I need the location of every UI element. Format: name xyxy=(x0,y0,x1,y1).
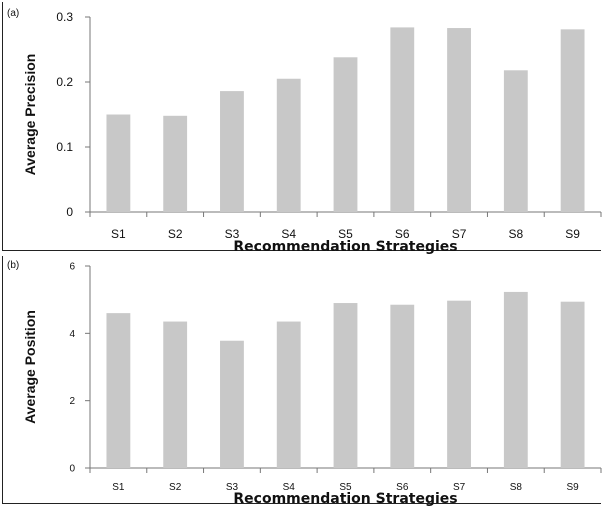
x-tick-label: S5 xyxy=(339,482,352,493)
bar-s8 xyxy=(503,291,528,468)
x-tick-label: S2 xyxy=(169,482,182,493)
bar-s5 xyxy=(333,57,358,212)
bar-s5 xyxy=(333,303,358,468)
x-tick-label: S3 xyxy=(225,227,240,241)
position-bar-chart: (b) 0 2 4 6 S1 S2 S3 S4 S5 S6 S7 S8 S9 Recommendation … xyxy=(7,260,602,506)
panel-label: (b) xyxy=(7,260,19,271)
bar-s4 xyxy=(276,321,301,468)
bar-s9 xyxy=(560,301,585,468)
x-tick-label: S7 xyxy=(453,482,466,493)
x-tick-label: S5 xyxy=(338,227,353,241)
y-tick-label: 0 xyxy=(69,464,75,475)
x-axis-label: Recommendation Strategies xyxy=(233,239,457,255)
panel-label: (a) xyxy=(7,8,19,19)
chart-panel-a: (a) 0 0.1 0.2 0.3 S1 S2 S3 S4 S5 S6 S7 S8 S9 Recommend… xyxy=(2,2,602,255)
bar-s3 xyxy=(220,91,244,212)
x-tick-label: S9 xyxy=(565,227,580,241)
bar-s4 xyxy=(276,78,301,212)
bar-s7 xyxy=(447,28,471,212)
y-tick-label: 0.3 xyxy=(56,10,73,24)
bar-s2 xyxy=(163,115,188,212)
x-axis-label: Recommendation Strategies xyxy=(233,491,457,506)
bar-s3 xyxy=(220,340,244,468)
y-tick-label: 0.2 xyxy=(56,75,73,89)
x-tick-label: S3 xyxy=(226,482,239,493)
x-tick-label: S8 xyxy=(508,227,523,241)
bar-s2 xyxy=(163,321,188,468)
x-tick-label: S2 xyxy=(168,227,183,241)
bar-s6 xyxy=(390,27,415,213)
bar-s8 xyxy=(503,70,528,212)
y-tick-label: 2 xyxy=(69,396,75,407)
x-tick-label: S6 xyxy=(396,482,409,493)
x-tick-label: S4 xyxy=(281,227,296,241)
bar-s9 xyxy=(560,29,585,212)
y-axis-label: Average Position xyxy=(22,310,38,424)
x-tick-label: S4 xyxy=(283,482,296,493)
bar-s7 xyxy=(447,300,471,468)
y-tick-label: 4 xyxy=(69,329,75,340)
x-tick-label: S1 xyxy=(111,227,126,241)
x-tick-label: S1 xyxy=(112,482,125,493)
precision-bar-chart: (a) 0 0.1 0.2 0.3 S1 S2 S3 S4 S5 S6 S7 S8 S9 Recommend… xyxy=(7,8,602,255)
x-tick-label: S7 xyxy=(452,227,467,241)
x-tick-label: S9 xyxy=(566,482,579,493)
y-axis-label: Average Precision xyxy=(22,54,38,176)
bar-s6 xyxy=(390,304,415,468)
y-tick-label: 0.1 xyxy=(56,140,73,154)
y-tick-label: 0 xyxy=(66,205,73,219)
x-tick-label: S8 xyxy=(510,482,523,493)
y-tick-label: 6 xyxy=(69,262,75,273)
bar-s1 xyxy=(106,313,131,468)
bar-s1 xyxy=(106,114,131,212)
chart-panel-b: (b) 0 2 4 6 S1 S2 S3 S4 S5 S6 S7 S8 S9 Recommendation … xyxy=(2,256,602,506)
x-tick-label: S6 xyxy=(395,227,410,241)
